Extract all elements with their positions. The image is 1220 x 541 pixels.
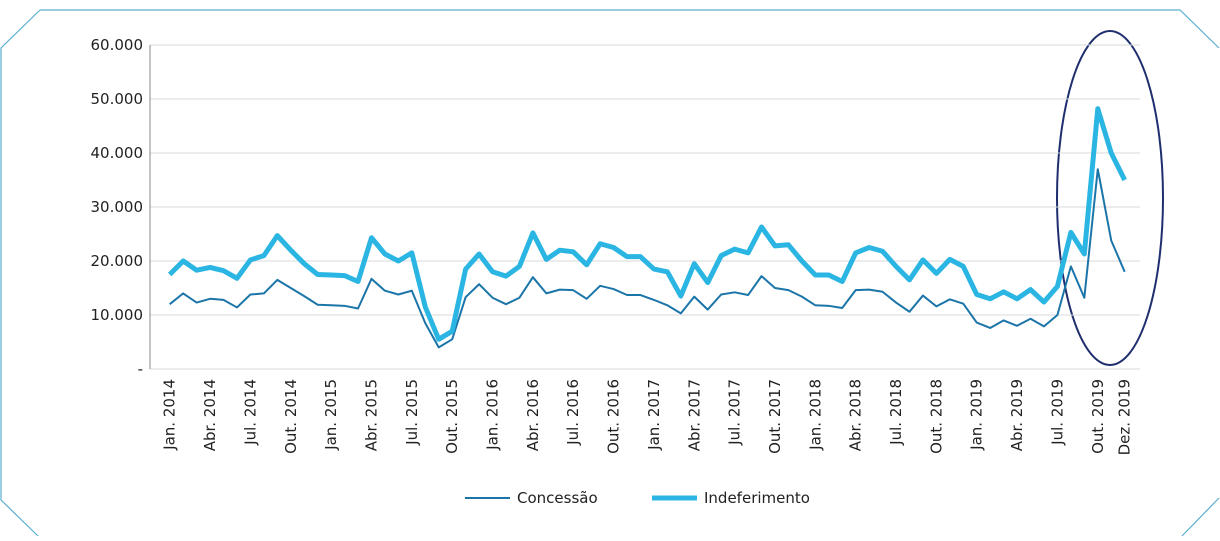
series-line: [169, 168, 1126, 349]
x-tick-label: Abr. 2019: [1008, 379, 1026, 451]
x-tick-label: Out. 2016: [605, 379, 623, 454]
x-tick-label: Out. 2015: [443, 379, 461, 454]
legend-label: Indeferimento: [704, 489, 810, 507]
x-tick-label: Jan. 2014: [161, 379, 179, 451]
x-tick-label: Abr. 2017: [685, 379, 703, 451]
x-tick-label: Abr. 2018: [847, 379, 865, 451]
y-tick-label: 10.000: [91, 306, 144, 324]
x-tick-label: Out. 2017: [766, 379, 784, 454]
series-line: [167, 106, 1127, 342]
y-tick-label: -: [138, 360, 143, 378]
x-tick-label: Abr. 2016: [524, 379, 542, 451]
y-tick-label: 30.000: [91, 198, 144, 216]
x-tick-label: Abr. 2014: [201, 379, 219, 451]
x-tick-label: Out. 2018: [927, 379, 945, 454]
y-tick-label: 40.000: [91, 144, 144, 162]
y-tick-label: 20.000: [91, 252, 144, 270]
x-tick-label: Jul. 2016: [564, 379, 582, 446]
y-tick-label: 50.000: [91, 90, 144, 108]
x-tick-label: Abr. 2015: [362, 379, 380, 451]
y-tick-label: 60.000: [91, 36, 144, 54]
x-tick-label: Jan. 2016: [484, 379, 502, 451]
x-tick-label: Jul. 2017: [726, 379, 744, 446]
x-tick-label: Jan. 2019: [968, 379, 986, 451]
x-tick-label: Jan. 2017: [645, 379, 663, 451]
x-tick-label: Dez. 2019: [1116, 379, 1134, 455]
x-tick-label: Jul. 2019: [1048, 379, 1066, 446]
x-tick-label: Jul. 2015: [403, 379, 421, 446]
x-tick-label: Jan. 2015: [322, 379, 340, 451]
frame: [0, 9, 1220, 537]
x-tick-label: Jul. 2014: [241, 379, 259, 446]
x-tick-label: Jul. 2018: [887, 379, 905, 446]
highlight-ellipse: [1056, 30, 1164, 366]
x-tick-label: Out. 2019: [1089, 379, 1107, 454]
x-tick-label: Out. 2014: [282, 379, 300, 454]
legend-label: Concessão: [517, 489, 598, 507]
x-tick-label: Jan. 2018: [806, 379, 824, 451]
